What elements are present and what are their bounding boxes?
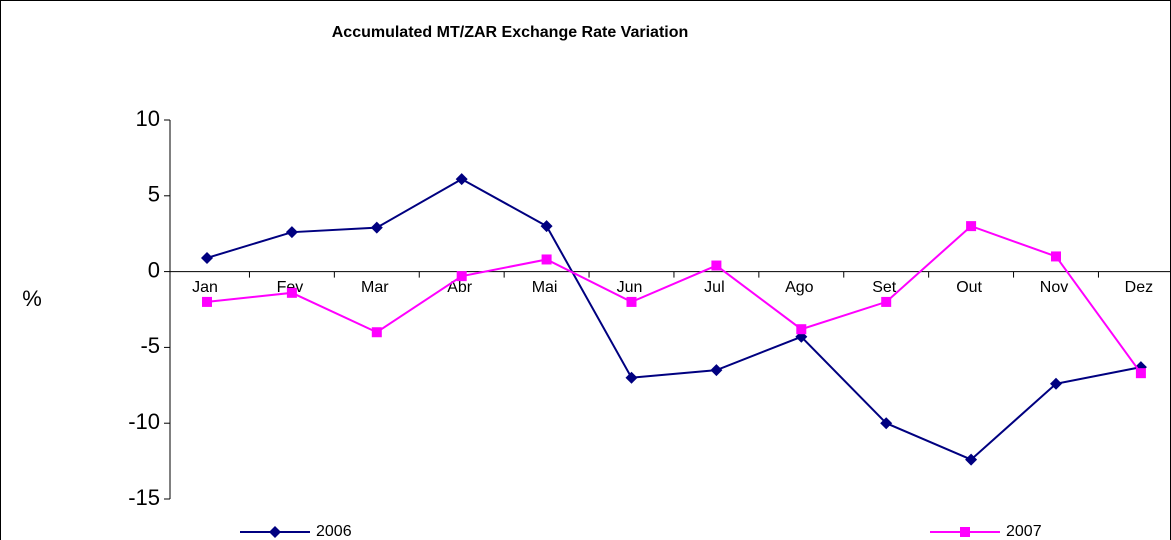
- data-point: [710, 364, 723, 377]
- data-point: [880, 417, 893, 430]
- x-tick-label: Ago: [785, 279, 814, 296]
- y-tick-label: -10: [128, 409, 160, 434]
- x-tick-label: Dez: [1125, 279, 1153, 296]
- data-point: [370, 221, 383, 234]
- data-point: [456, 271, 467, 282]
- legend-marker: [269, 526, 281, 538]
- y-tick-label: -15: [128, 485, 160, 510]
- data-point: [711, 260, 722, 271]
- data-point: [285, 226, 298, 239]
- y-tick-label: 10: [136, 106, 160, 131]
- data-point: [1135, 368, 1146, 379]
- series-line: [206, 224, 1142, 374]
- x-tick-label: Jun: [617, 279, 643, 296]
- chart-title: Accumulated MT/ZAR Exchange Rate Variati…: [332, 24, 689, 41]
- x-tick-label: Jul: [704, 279, 724, 296]
- x-tick-label: Jan: [192, 279, 218, 296]
- legend-label: 2007: [1006, 523, 1042, 540]
- data-point: [286, 287, 297, 298]
- data-point: [1051, 251, 1061, 262]
- legend-label: 2006: [316, 523, 352, 540]
- legend-marker: [960, 527, 970, 537]
- x-tick-label: Out: [956, 279, 982, 296]
- data-point: [541, 254, 552, 265]
- y-tick-label: 5: [148, 182, 160, 207]
- y-axis-label: %: [22, 286, 42, 311]
- x-tick-label: Set: [872, 279, 897, 296]
- y-tick-label: 0: [148, 257, 160, 282]
- data-point: [540, 220, 553, 233]
- x-tick-label: Nov: [1040, 279, 1068, 296]
- x-tick-label: Mar: [361, 279, 389, 296]
- data-point: [796, 324, 807, 335]
- y-tick-label: -5: [140, 333, 160, 358]
- data-point: [625, 371, 638, 384]
- data-point: [965, 453, 978, 466]
- data-point: [201, 251, 213, 264]
- data-point: [455, 173, 468, 186]
- data-point: [1050, 377, 1062, 390]
- data-point: [202, 296, 212, 307]
- x-tick-label: Abr: [447, 279, 473, 296]
- data-point: [881, 296, 892, 307]
- data-point: [371, 327, 382, 338]
- data-point: [966, 221, 977, 232]
- series-line: [206, 177, 1142, 461]
- x-tick-label: Mai: [532, 279, 558, 296]
- data-point: [626, 296, 637, 307]
